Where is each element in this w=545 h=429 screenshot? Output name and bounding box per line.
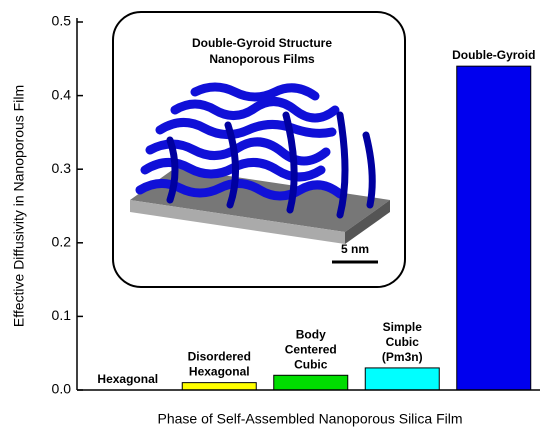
bar [181, 382, 257, 391]
category-label: Body Centered Cubic [285, 327, 337, 371]
inset: 5 nm Double-Gyroid Structure Nanoporous … [112, 11, 406, 288]
y-tick-label: 0.1 [52, 307, 72, 323]
bar [364, 367, 440, 391]
gyroid-strand [190, 82, 320, 102]
inset-title: Double-Gyroid Structure [192, 36, 332, 50]
gyroid-strand [170, 97, 340, 123]
y-tick-label: 0.2 [52, 234, 72, 250]
y-tick-label: 0.0 [52, 381, 72, 397]
category-label: Double-Gyroid [452, 48, 535, 62]
gyroid-strand [155, 118, 337, 139]
category-label: Simple Cubic (Pm3n) [382, 320, 423, 364]
inset-slab-side [345, 200, 390, 244]
y-tick-label: 0.3 [52, 160, 72, 176]
y-tick-label: 0.4 [52, 86, 72, 102]
bar [273, 374, 349, 391]
y-tick-label: 0.5 [52, 13, 72, 29]
x-axis-title: Phase of Self-Assembled Nanoporous Silic… [157, 411, 462, 427]
y-axis-title: Effective Diffusivity in Nanoporous Film [11, 85, 27, 327]
category-label: Hexagonal [97, 372, 158, 386]
inset-gyroid [135, 82, 376, 219]
bar [456, 65, 532, 391]
inset-title: Nanoporous Films [209, 52, 315, 66]
category-label: Disordered Hexagonal [188, 350, 251, 379]
inset-slab-front [130, 200, 345, 244]
inset-slab-top [130, 168, 390, 232]
gyroid-strand [166, 111, 376, 219]
scale-bar-label: 5 nm [341, 242, 369, 256]
